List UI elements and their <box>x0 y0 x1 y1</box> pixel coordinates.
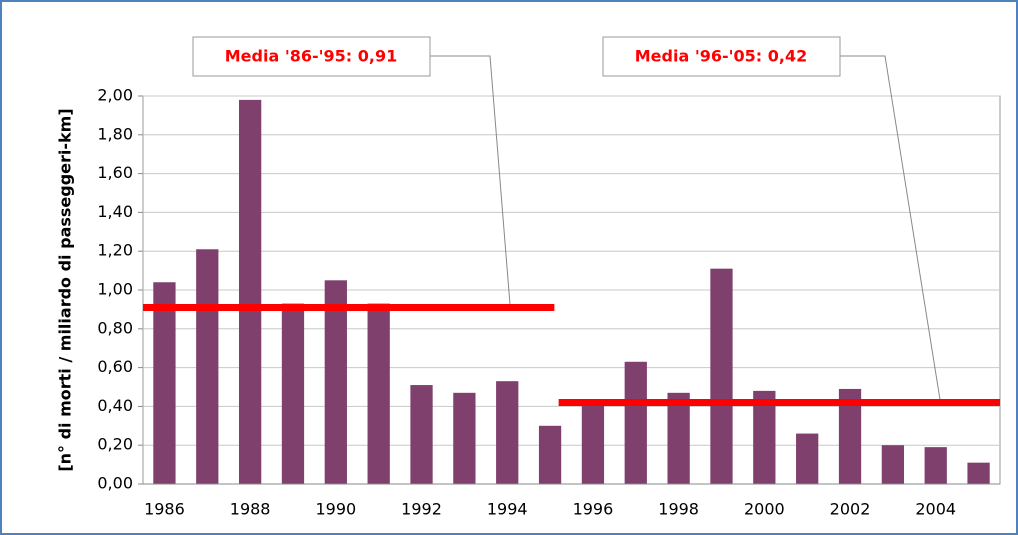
y-tick-label: 0,00 <box>97 474 133 493</box>
x-tick-label: 1986 <box>144 500 185 519</box>
bar <box>367 303 390 484</box>
y-tick-label: 1,20 <box>97 241 133 260</box>
leader-line <box>840 55 941 400</box>
y-tick-label: 0,20 <box>97 435 133 454</box>
y-axis-label: [n° di morti / miliardo di passeggeri-km… <box>56 108 75 471</box>
bar <box>881 445 905 484</box>
bar <box>796 433 819 484</box>
x-tick-label: 1992 <box>401 500 442 519</box>
x-tick-label: 2004 <box>915 500 956 519</box>
annotation-box <box>602 36 841 77</box>
bar <box>838 388 862 484</box>
annotation: Media '96-'05: 0,42 <box>635 47 808 66</box>
bar <box>538 425 562 484</box>
bar <box>581 400 605 484</box>
bar <box>238 99 262 484</box>
y-tick-label: 2,00 <box>97 86 133 105</box>
y-tick-label: 1,80 <box>97 124 133 143</box>
x-tick-label: 1994 <box>487 500 528 519</box>
y-tick-label: 0,40 <box>97 396 133 415</box>
x-tick-label: 1990 <box>315 500 356 519</box>
leader-line <box>430 55 511 305</box>
annotation-box <box>192 36 431 77</box>
bar <box>667 392 690 484</box>
y-tick-label: 0,60 <box>97 357 133 376</box>
bar <box>924 447 947 484</box>
bar <box>153 282 176 484</box>
bar <box>710 268 733 484</box>
bar <box>453 392 476 484</box>
bar <box>324 280 347 484</box>
y-tick-label: 1,40 <box>97 202 133 221</box>
x-tick-label: 1996 <box>573 500 614 519</box>
y-tick-label: 1,00 <box>97 280 133 299</box>
bar <box>496 381 519 484</box>
bar <box>753 390 776 484</box>
y-tick-label: 1,60 <box>97 163 133 182</box>
bar <box>410 385 433 484</box>
x-tick-label: 2002 <box>830 500 871 519</box>
x-tick-label: 1998 <box>658 500 699 519</box>
bar <box>281 303 305 484</box>
bar <box>624 361 647 484</box>
y-tick-label: 0,80 <box>97 318 133 337</box>
bar <box>196 249 219 484</box>
x-tick-label: 1988 <box>230 500 271 519</box>
x-tick-label: 2000 <box>744 500 785 519</box>
bar <box>967 462 990 484</box>
annotation: Media '86-'95: 0,91 <box>225 47 398 66</box>
